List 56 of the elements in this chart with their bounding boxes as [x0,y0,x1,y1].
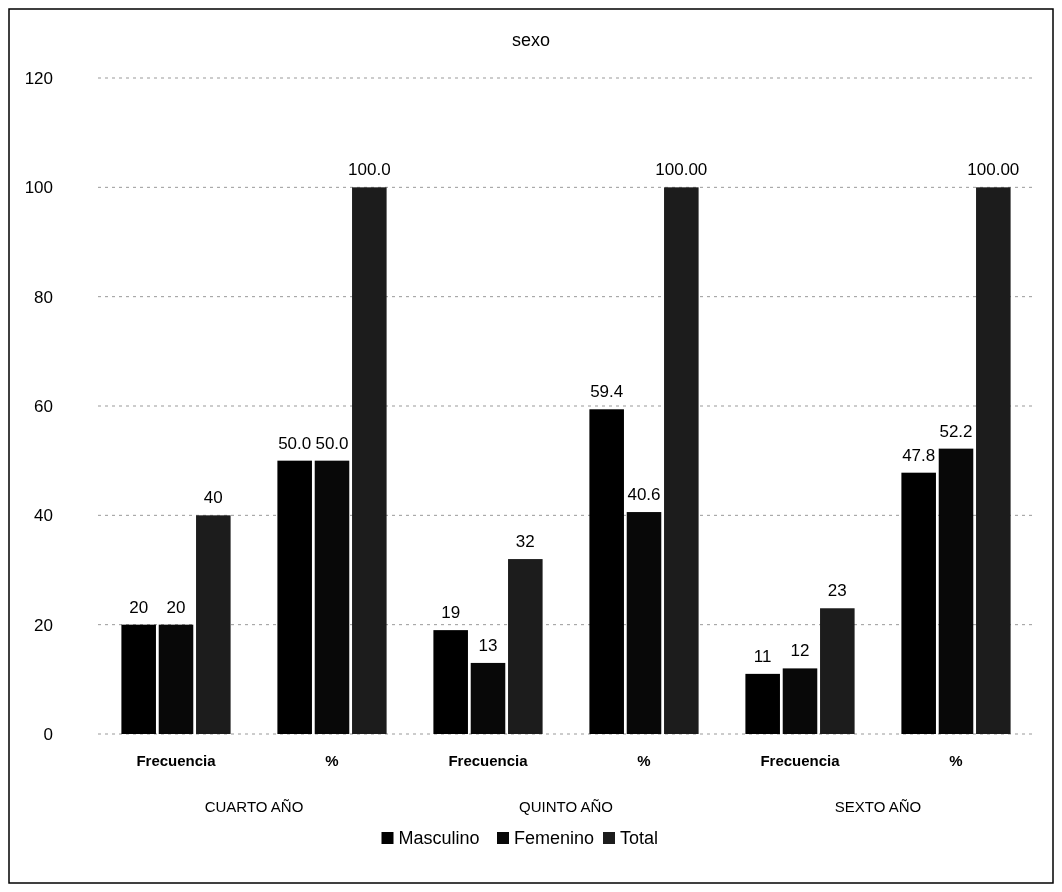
y-tick-label: 0 [43,725,53,744]
data-label: 47.8 [902,445,936,465]
data-label: 100.0 [348,160,391,180]
data-label: 100.00 [655,160,708,180]
bar [938,448,974,734]
bar [508,559,543,734]
y-tick-label: 120 [24,69,53,88]
bar [121,624,156,734]
data-label: 50.0 [315,433,349,453]
bar [352,187,387,734]
data-label: 20 [166,597,186,617]
data-label: 19 [441,603,461,623]
bar [196,515,231,734]
bar [745,673,780,734]
bar [626,512,662,734]
x-tick-label: % [325,752,339,769]
data-label: 50.0 [278,433,312,453]
bar [901,472,936,734]
bar [820,608,855,734]
data-label: 11 [753,646,772,666]
bar [314,460,350,734]
x-tick-label: Frecuencia [448,752,529,769]
y-tick-label: 80 [34,287,53,307]
y-tick-label: 100 [24,178,53,198]
text: QUINTO AÑO [519,798,613,815]
x-tick-label: % [637,752,651,769]
data-label: 20 [129,597,149,617]
data-label: 40 [203,488,223,508]
legend-label: Femenino [514,828,595,848]
bar [470,662,506,734]
x-tick-label: Frecuencia [760,752,841,769]
y-tick-label: 40 [34,506,53,526]
data-label: 12 [790,641,810,661]
bar [976,187,1011,734]
data-label: 59.4 [590,382,624,402]
text: SEXTO AÑO [834,798,922,815]
data-label: 52.2 [939,421,973,441]
legend-label: Total [620,828,659,848]
y-tick-label: 20 [34,615,53,635]
data-label: 13 [478,635,498,655]
data-label: 23 [827,581,847,601]
bar [158,624,194,734]
y-tick-label: 60 [34,397,53,416]
bar [664,187,699,734]
bar [277,460,312,734]
legend-label: Masculino [398,828,480,848]
data-label: 40.6 [627,485,661,505]
x-tick-label: % [949,752,963,769]
text: CUARTO AÑO [204,798,304,815]
bar [589,409,624,734]
data-label: 32 [515,532,535,552]
bar [433,630,468,734]
x-tick-label: Frecuencia [136,752,217,769]
chart-title: sexo [511,30,551,50]
data-label: 100.00 [967,160,1020,180]
bar [782,668,818,734]
